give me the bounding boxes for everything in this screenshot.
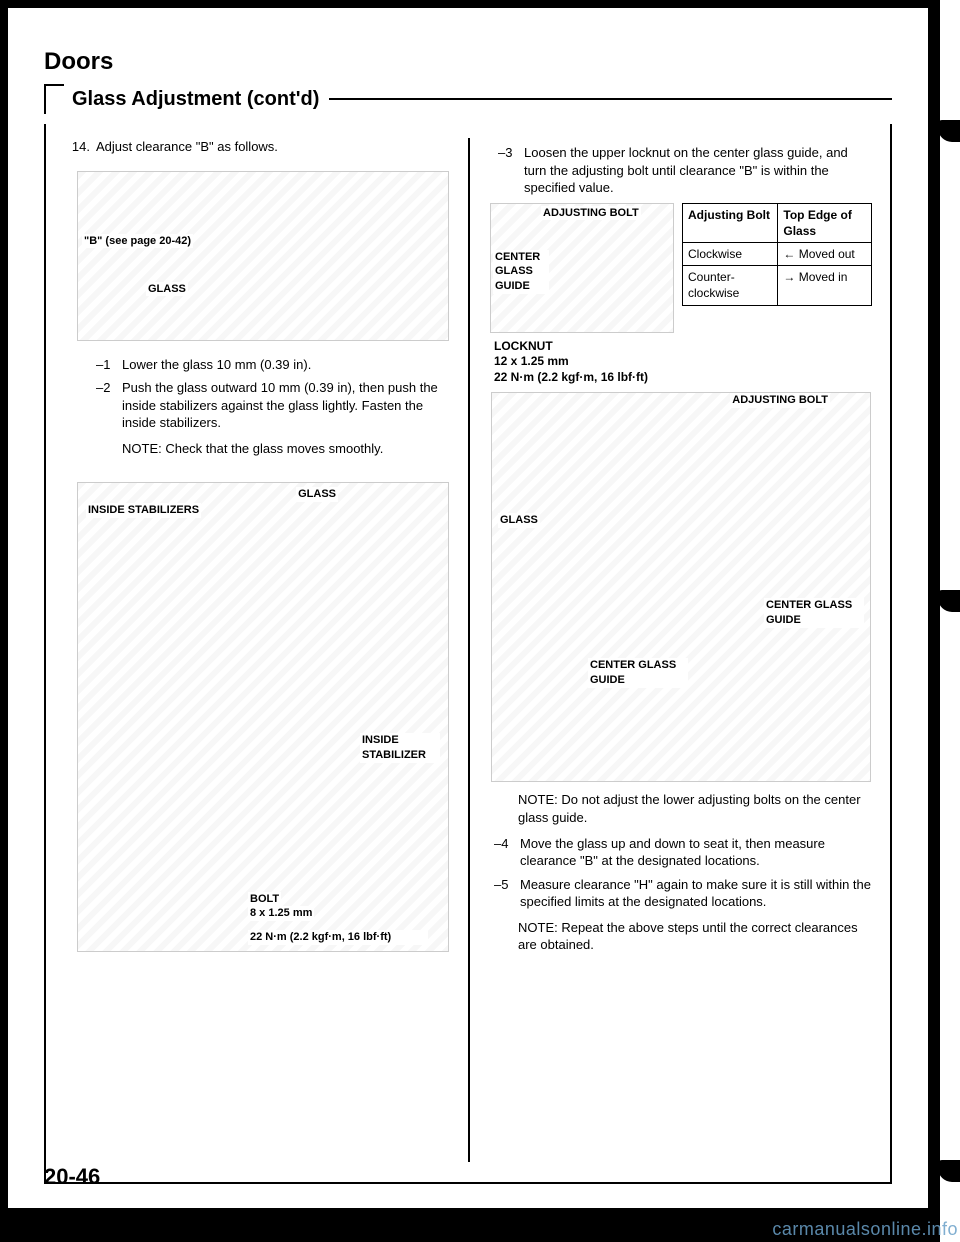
table-row: Clockwise ← Moved out [683,243,872,266]
substep-1: –1 Lower the glass 10 mm (0.39 in). [96,356,450,374]
heading-rule [329,98,892,100]
adjusting-bolt-table: Adjusting Bolt Top Edge of Glass Clockwi… [682,203,872,306]
fig-label-adjusting-bolt: ADJUSTING BOLT [541,206,641,221]
locknut-torque: 22 N·m (2.2 kgf·m, 16 lbf·ft) [494,370,872,386]
note-repeat: NOTE: Repeat the above steps until the c… [518,919,872,954]
substep-number: –5 [494,876,520,911]
page-title: Doors [44,48,892,76]
substep-number: –1 [96,356,122,374]
table-cell: → Moved in [778,266,872,305]
content-frame: 14. Adjust clearance "B" as follows. "B"… [44,124,892,1184]
fig-label-glass: GLASS [498,513,540,528]
table-row: Counter-clockwise → Moved in [683,266,872,305]
fig-label-center-glass-guide: CENTER GLASS GUIDE [493,250,549,295]
edge-mark-icon [938,1160,960,1182]
right-column: –3 Loosen the upper locknut on the cente… [468,124,890,1182]
table-header: Adjusting Bolt [683,203,778,242]
locknut-label: LOCKNUT [494,339,872,355]
locknut-spec-block: LOCKNUT 12 x 1.25 mm 22 N·m (2.2 kgf·m, … [494,339,872,386]
substep-text: Measure clearance "H" again to make sure… [520,876,872,911]
watermark: carmanualsonline.info [772,1219,958,1240]
fig-label-b-ref: "B" (see page 20-42) [82,234,193,249]
fig-label-adjusting-bolt: ADJUSTING BOLT [730,393,830,408]
page: Doors Glass Adjustment (cont'd) 14. Adju… [8,8,928,1208]
note-lower-bolts: NOTE: Do not adjust the lower adjusting … [518,791,872,826]
table-header: Top Edge of Glass [778,203,872,242]
substep-text: Push the glass outward 10 mm (0.39 in), … [122,379,450,432]
section-heading-row: Glass Adjustment (cont'd) [44,84,892,114]
locknut-spec: 12 x 1.25 mm [494,354,872,370]
substep-text: Move the glass up and down to seat it, t… [520,835,872,870]
fig-label-center-glass-guide: CENTER GLASS GUIDE [764,598,864,628]
substep-number: –3 [498,144,524,197]
heading-lead-rule [44,84,64,114]
page-number: 20-46 [44,1164,100,1190]
table-cell: ← Moved out [778,243,872,266]
step-14: 14. Adjust clearance "B" as follows. [68,138,450,156]
substep-text: Lower the glass 10 mm (0.39 in). [122,356,450,374]
fig-label-glass: GLASS [296,487,338,502]
edge-mark-icon [938,590,960,612]
substep-4: –4 Move the glass up and down to seat it… [494,835,872,870]
fig-label-bolt-spec: 8 x 1.25 mm [248,906,314,921]
substep-number: –2 [96,379,122,432]
fig-label-glass: GLASS [146,282,188,297]
table-cell: Counter-clockwise [683,266,778,305]
figure-inside-stabilizers: GLASS INSIDE STABILIZERS INSIDE STABILIZ… [76,481,450,953]
substep-2: –2 Push the glass outward 10 mm (0.39 in… [96,379,450,432]
step-text: Adjust clearance "B" as follows. [96,138,450,156]
figure-center-glass-guide: ADJUSTING BOLT GLASS CENTER GLASS GUIDE … [490,391,872,783]
fig-label-inside-stabilizers: INSIDE STABILIZERS [86,503,201,518]
step-number: 14. [68,138,96,156]
fig-label-center-glass-guide: CENTER GLASS GUIDE [588,658,688,688]
note-check-glass: NOTE: Check that the glass moves smoothl… [122,440,450,458]
figure-adjusting-bolt-row: ADJUSTING BOLT CENTER GLASS GUIDE Adjust… [490,203,872,333]
left-column: 14. Adjust clearance "B" as follows. "B"… [46,124,468,1182]
substep-number: –4 [494,835,520,870]
fig-label-bolt: BOLT [248,892,281,907]
page-edge-binding [936,0,960,1242]
substep-3: –3 Loosen the upper locknut on the cente… [494,144,872,197]
substep-text: Loosen the upper locknut on the center g… [524,144,872,197]
table-cell: Clockwise [683,243,778,266]
fig-label-inside-stabilizer: INSIDE STABILIZER [360,733,440,763]
section-heading: Glass Adjustment (cont'd) [72,88,319,111]
edge-mark-icon [938,120,960,142]
fig-label-bolt-torque: 22 N·m (2.2 kgf·m, 16 lbf·ft) [248,930,428,945]
substep-5: –5 Measure clearance "H" again to make s… [494,876,872,911]
figure-glass-clearance: "B" (see page 20-42) GLASS [76,170,450,342]
